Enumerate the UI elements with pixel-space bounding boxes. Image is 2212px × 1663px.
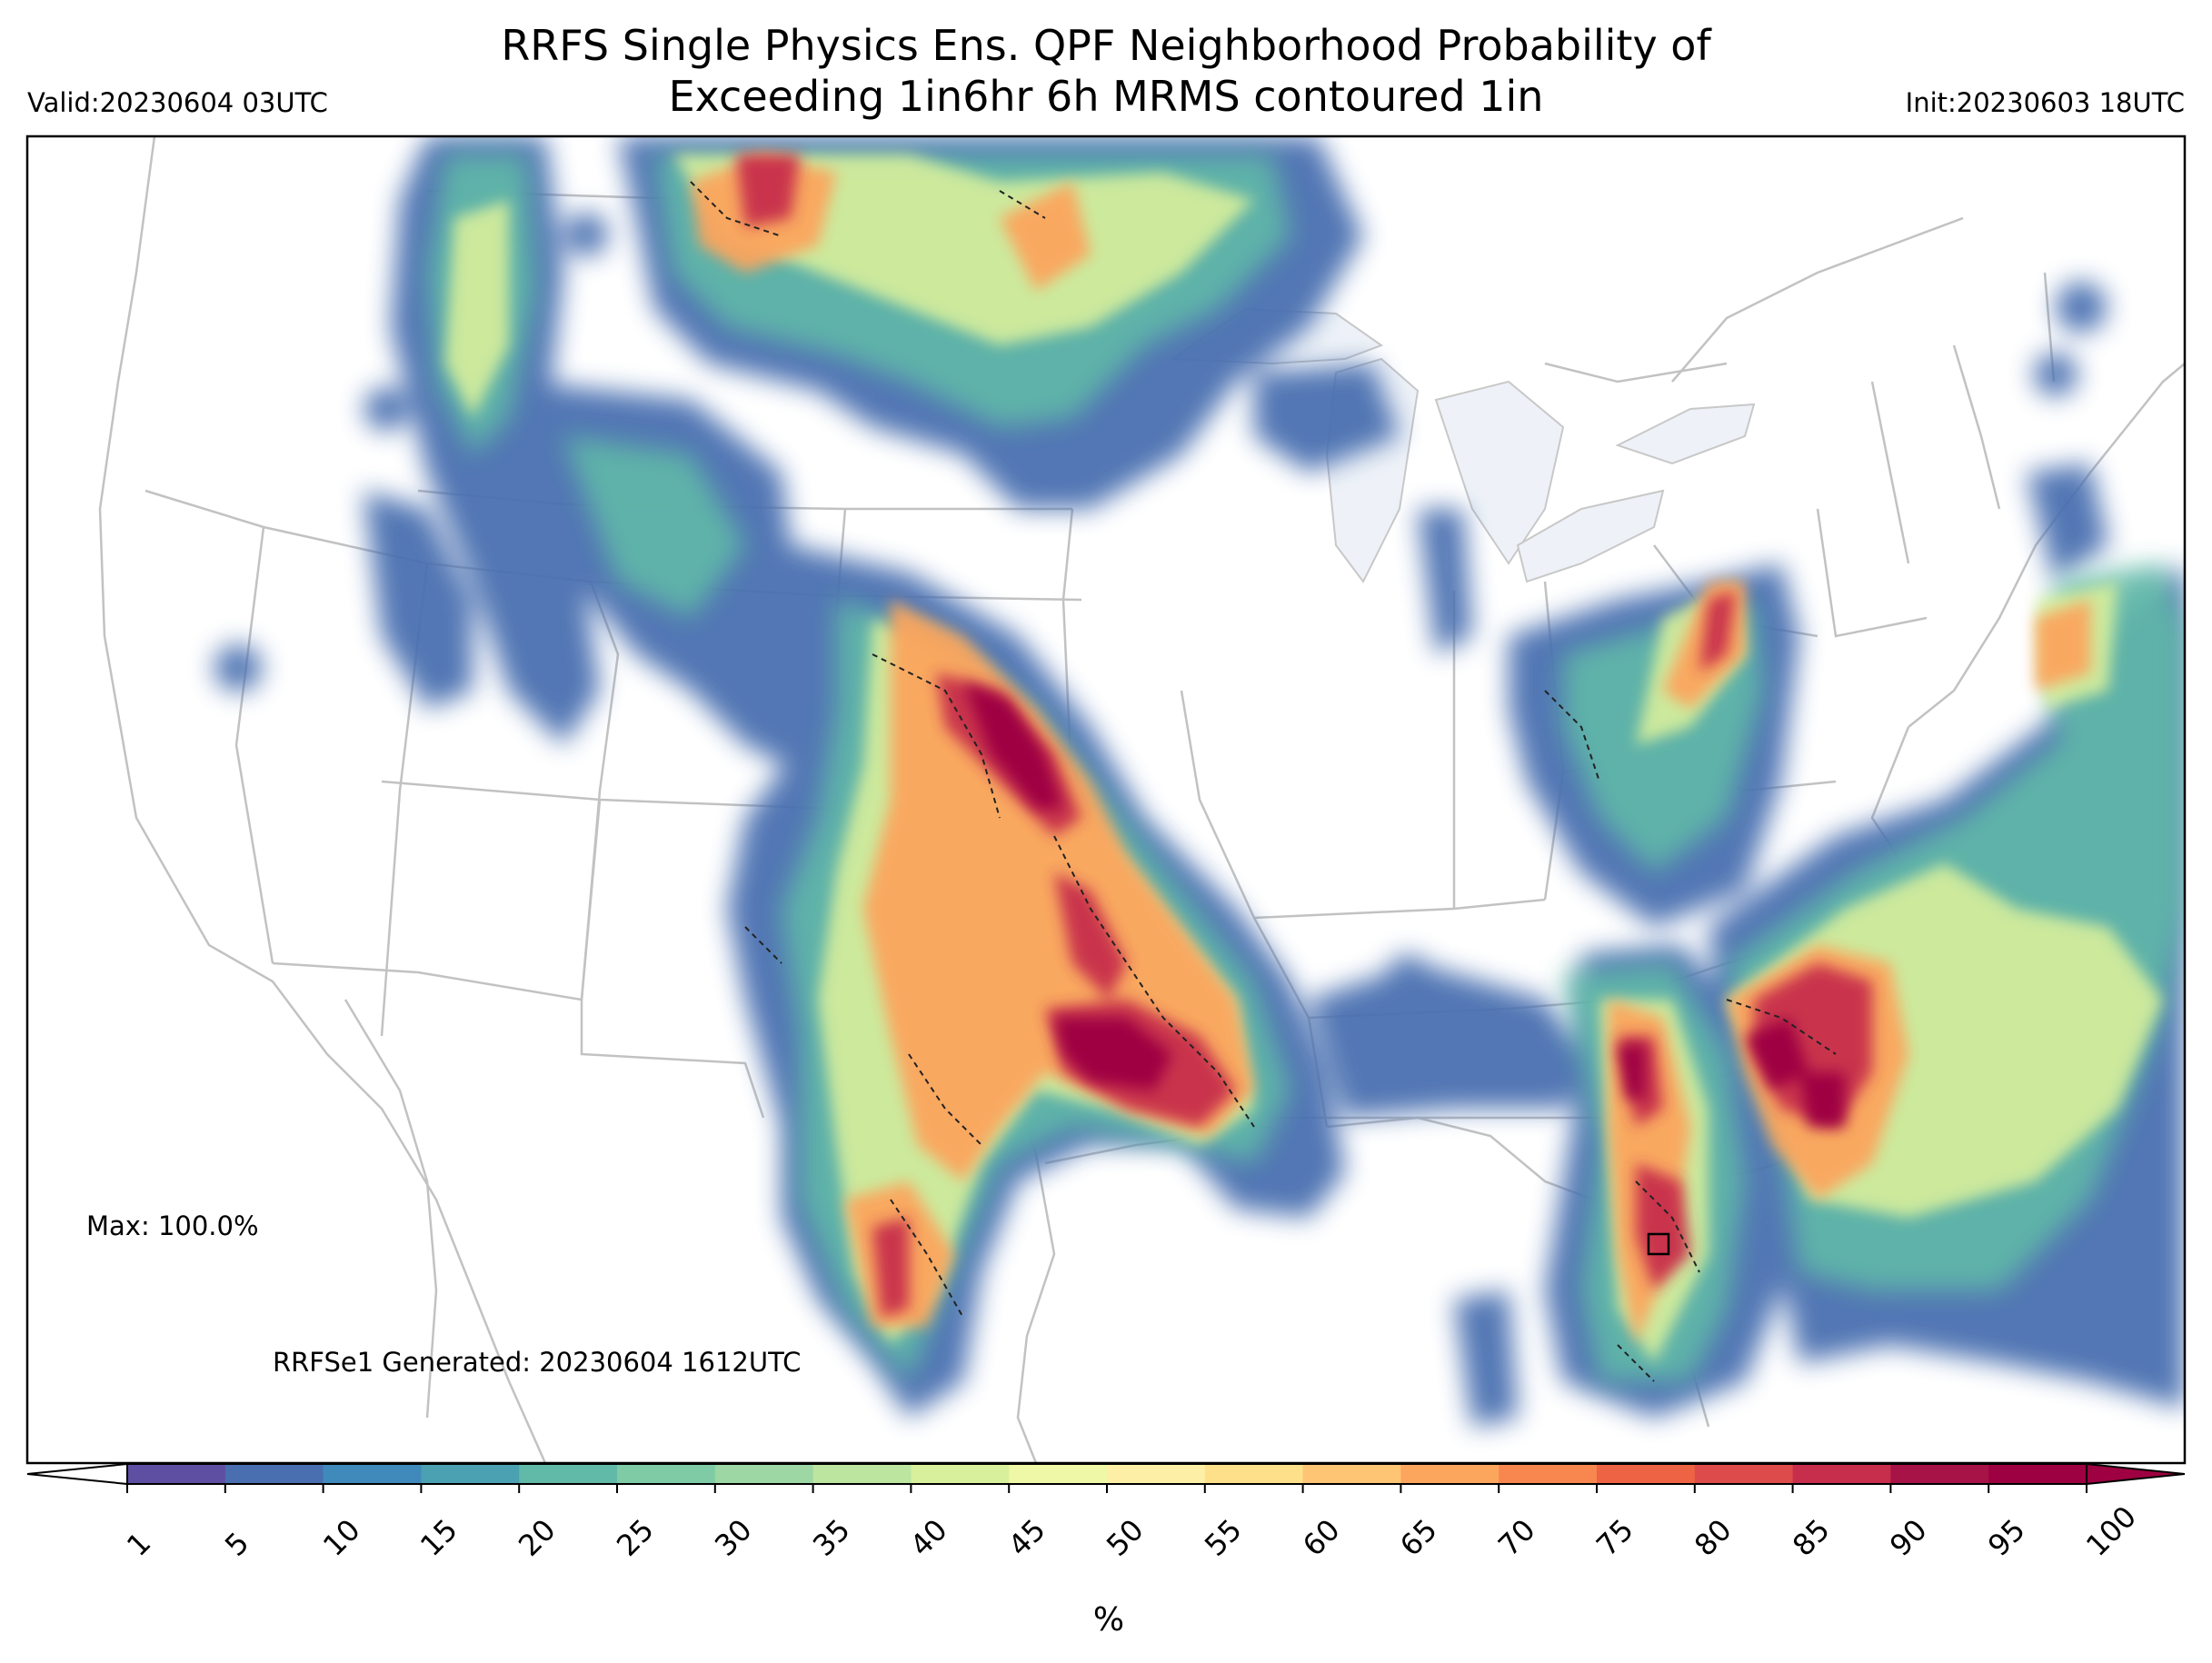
colorbar-cell: [1890, 1464, 1989, 1484]
colorbar-cell: [1009, 1464, 1108, 1484]
colorbar-cell: [911, 1464, 1010, 1484]
title-line-2: Exceeding 1in6hr 6h MRMS contoured 1in: [668, 72, 1544, 121]
great-lakes: [1169, 307, 1756, 583]
generated-label: RRFSe1 Generated: 20230604 1612UTC: [273, 1347, 802, 1378]
mrms-contours: [690, 181, 1837, 1382]
colorbar-tick-marks: [126, 1484, 2087, 1493]
max-location-marker: [1647, 1232, 1670, 1256]
title-line-1: RRFS Single Physics Ens. QPF Neighborhoo…: [501, 21, 1711, 70]
colorbar-cell: [617, 1464, 716, 1484]
map-title: RRFS Single Physics Ens. QPF Neighborhoo…: [0, 20, 2212, 122]
colorbar-cell: [519, 1464, 618, 1484]
colorbar-cell: [1204, 1464, 1304, 1484]
colorbar-cells: [127, 1464, 2087, 1484]
colorbar-unit-label: %: [1092, 1601, 1125, 1638]
colorbar-cell: [1694, 1464, 1794, 1484]
colorbar-extend-max-arrow: [2086, 1462, 2186, 1486]
colorbar-cell: [1400, 1464, 1500, 1484]
init-time: Init:20230603 18UTC: [1905, 87, 2185, 118]
colorbar-extend-min-arrow: [26, 1462, 128, 1486]
valid-time: Valid:20230604 03UTC: [27, 87, 328, 118]
colorbar-cell: [127, 1464, 226, 1484]
colorbar-cell: [812, 1464, 912, 1484]
colorbar-cell: [1792, 1464, 1891, 1484]
colorbar-cell: [1988, 1464, 2087, 1484]
colorbar-cell: [1597, 1464, 1696, 1484]
max-value-label: Max: 100.0%: [86, 1210, 259, 1241]
probability-field: [214, 136, 2185, 1427]
colorbar-cell: [1107, 1464, 1206, 1484]
colorbar-cell: [1499, 1464, 1598, 1484]
colorbar-cell: [323, 1464, 422, 1484]
colorbar-cell: [1302, 1464, 1401, 1484]
colorbar-cell: [421, 1464, 520, 1484]
colorbar-cell: [714, 1464, 814, 1484]
colorbar-cell: [224, 1464, 324, 1484]
